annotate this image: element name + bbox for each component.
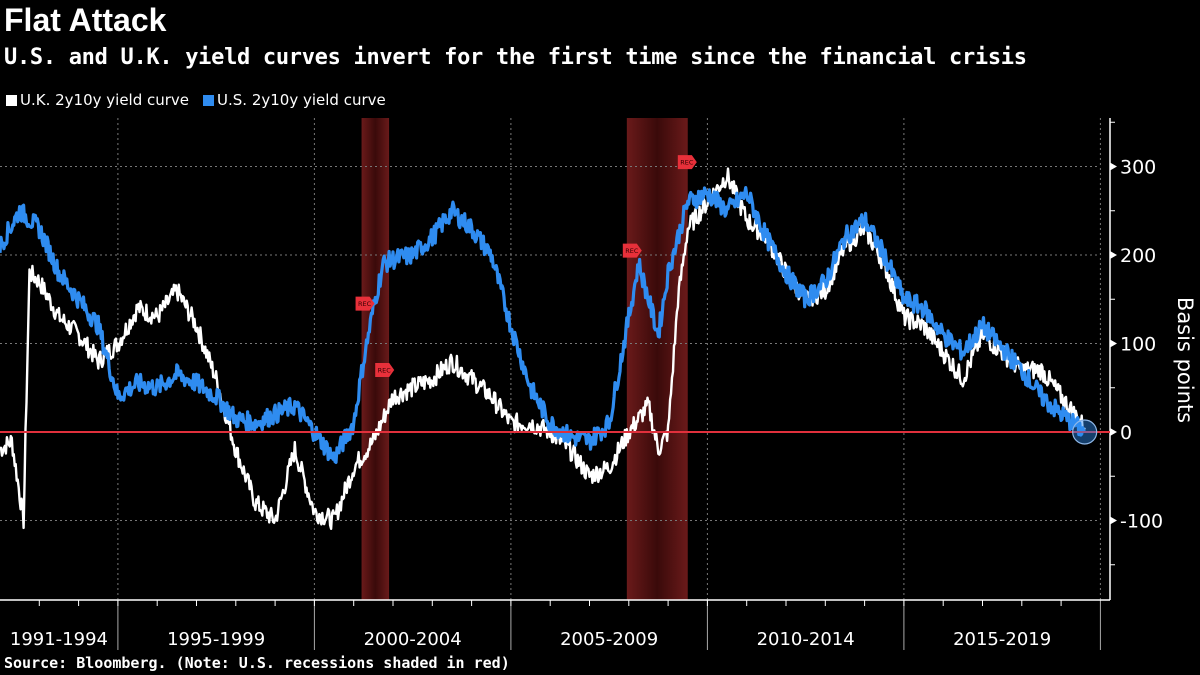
rec-marker-label: REC: [680, 159, 694, 167]
series-line-uk: [0, 167, 1086, 530]
legend-item-uk: U.K. 2y10y yield curve: [6, 91, 189, 109]
rec-marker: [677, 155, 697, 170]
chart-subtitle: U.S. and U.K. yield curves invert for th…: [4, 45, 1027, 70]
x-category-label: 2005-2009: [560, 629, 658, 650]
legend-swatch-uk: [6, 94, 17, 106]
y-tick-label: -100: [1120, 511, 1163, 533]
y-tick-marker: [1110, 162, 1117, 171]
y-tick-label: 100: [1120, 334, 1156, 356]
x-category-label: 2010-2014: [757, 629, 855, 650]
source-note: Source: Bloomberg. (Note: U.S. recession…: [4, 654, 510, 672]
legend-label-uk: U.K. 2y10y yield curve: [20, 91, 190, 109]
legend: U.K. 2y10y yield curve U.S. 2y10y yield …: [6, 91, 386, 109]
y-axis-label: Basis points: [1173, 297, 1197, 423]
series-line-us: [0, 186, 1086, 464]
rec-marker: [355, 296, 375, 311]
y-tick-marker: [1110, 428, 1117, 436]
y-tick-label: 300: [1120, 157, 1156, 179]
y-tick-label: 0: [1120, 422, 1132, 444]
rec-marker-label: REC: [358, 300, 372, 308]
y-tick-marker: [1110, 339, 1117, 348]
x-category-label: 2015-2019: [953, 629, 1051, 650]
x-category-label: 1995-1999: [167, 629, 265, 650]
legend-item-us: U.S. 2y10y yield curve: [203, 91, 386, 109]
rec-marker: [622, 243, 642, 258]
y-tick-marker: [1110, 251, 1117, 259]
endpoint-highlight: [1072, 419, 1098, 445]
chart-title: Flat Attack: [4, 2, 167, 38]
y-tick-marker: [1110, 516, 1117, 525]
x-category-label: 1991-1994: [10, 629, 108, 650]
x-category-label: 2000-2004: [364, 629, 462, 650]
rec-marker-label: REC: [625, 247, 639, 255]
legend-label-us: U.S. 2y10y yield curve: [217, 91, 386, 109]
y-tick-label: 200: [1120, 245, 1156, 267]
rec-marker: [375, 363, 395, 378]
legend-swatch-us: [203, 94, 215, 106]
rec-marker-label: REC: [378, 367, 392, 375]
recession-band: [626, 118, 688, 600]
